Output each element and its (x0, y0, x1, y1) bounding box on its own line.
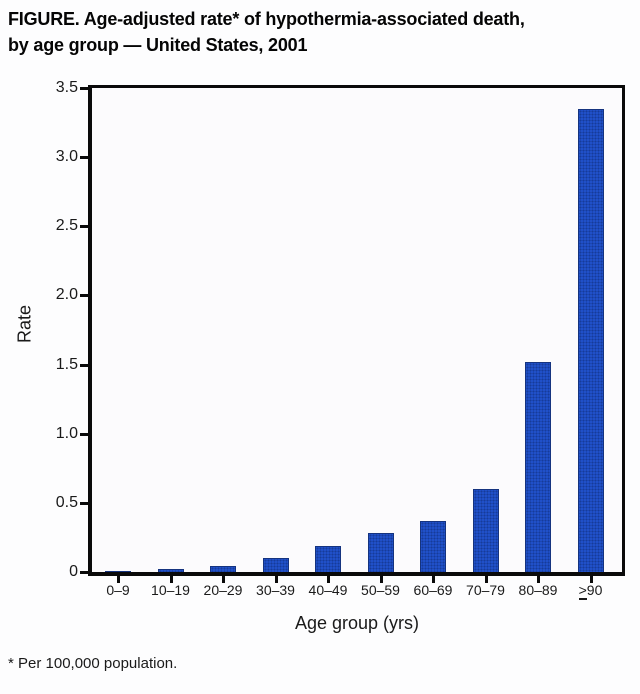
figure-title-line2: by age group — United States, 2001 (8, 35, 308, 55)
y-tick-label: 0.5 (55, 493, 78, 511)
bar (420, 521, 446, 572)
x-axis-line (88, 572, 625, 576)
y-tick-mark (80, 87, 88, 90)
x-tick-label: 50–59 (361, 582, 400, 598)
x-tick-mark (222, 576, 225, 583)
footnote: * Per 100,000 population. (8, 655, 178, 672)
x-tick-label: >90 (578, 582, 603, 600)
x-tick-label: 60–69 (413, 582, 453, 598)
bar (525, 362, 551, 572)
x-tick-mark (169, 576, 173, 583)
bar (262, 558, 289, 572)
y-tick-label: 1.0 (55, 424, 78, 442)
y-tick-label: 2.0 (55, 286, 78, 304)
y-tick-label: 0 (69, 563, 78, 580)
x-tick-label: 10–19 (151, 582, 190, 598)
x-tick-mark (327, 576, 330, 583)
y-tick-mark (80, 156, 88, 160)
y-tick-label: 1.5 (55, 355, 78, 373)
x-tick-label: 80–89 (518, 582, 558, 598)
figure-title: FIGURE. Age-adjusted rate* of hypothermi… (8, 6, 525, 58)
y-tick-label: 3.5 (55, 79, 78, 96)
bar (105, 571, 131, 572)
x-tick-label: 20–29 (203, 582, 243, 598)
plot-frame-top (88, 85, 625, 88)
x-tick-label: 0–9 (106, 582, 130, 598)
y-axis-title: Rate (14, 304, 35, 344)
bar (367, 533, 394, 572)
plot-frame-right (622, 85, 625, 576)
x-axis-title: Age group (yrs) (294, 613, 420, 633)
x-tick-mark (484, 576, 488, 583)
bar (210, 566, 236, 572)
y-tick-mark (80, 571, 88, 574)
y-tick-label: 2.5 (55, 217, 78, 235)
y-tick-mark (80, 501, 88, 505)
y-axis-line (88, 85, 92, 576)
y-tick-mark (80, 432, 88, 436)
figure-title-line1: FIGURE. Age-adjusted rate* of hypothermi… (8, 9, 525, 29)
x-tick-label: 30–39 (256, 582, 295, 598)
bar (157, 569, 184, 572)
x-tick-label: 70–79 (466, 582, 505, 598)
plot-area (92, 88, 622, 572)
bar (577, 109, 604, 572)
x-tick-mark (589, 576, 593, 583)
bar (472, 489, 499, 572)
x-tick-mark (274, 576, 278, 583)
y-tick-mark (80, 363, 88, 367)
y-tick-label: 3.0 (55, 148, 78, 166)
bar (315, 546, 341, 572)
y-tick-mark (80, 225, 88, 229)
x-tick-mark (537, 576, 540, 583)
y-tick-mark (80, 294, 88, 298)
x-tick-label: 40–49 (308, 582, 348, 598)
x-tick-mark (432, 576, 435, 583)
geq-sign: > (578, 582, 587, 600)
x-tick-mark (117, 576, 120, 583)
x-tick-mark (379, 576, 383, 583)
